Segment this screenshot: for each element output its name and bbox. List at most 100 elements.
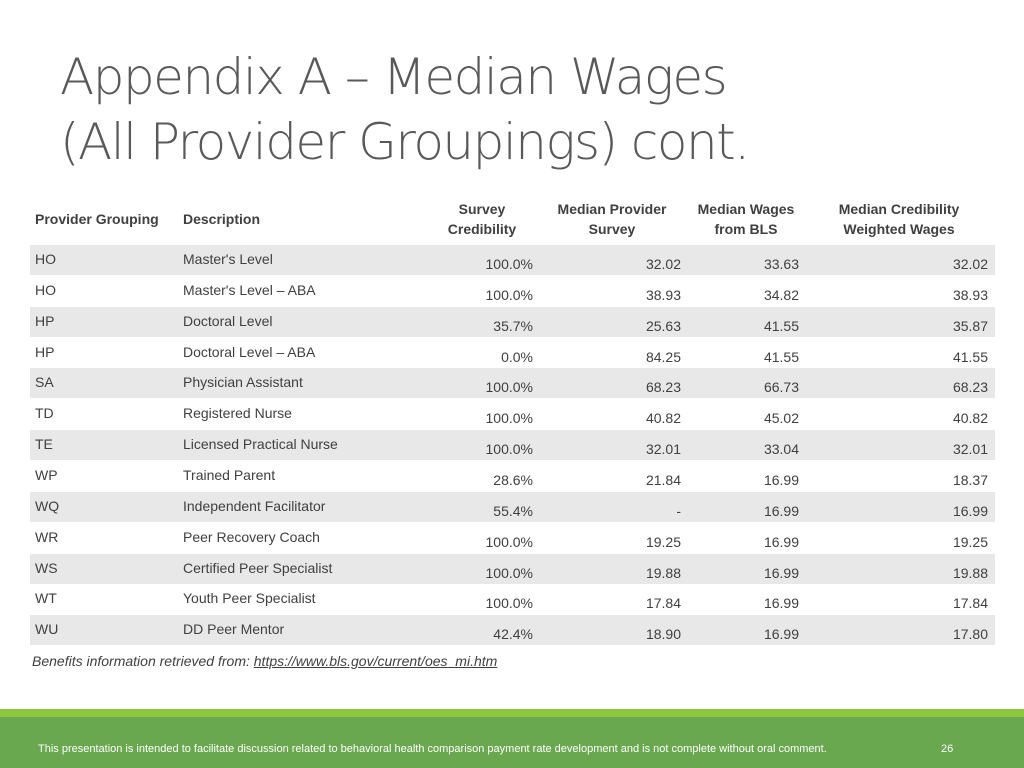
column-header: Description — [183, 211, 261, 227]
table-cell: 35.87 — [952, 317, 988, 334]
table-cell: 42.4% — [493, 626, 533, 643]
footer-strip — [0, 709, 1024, 717]
row-stripe — [30, 615, 995, 646]
table-cell: 40.82 — [952, 410, 988, 427]
table-cell: 18.90 — [645, 626, 681, 643]
table-cell: 19.88 — [645, 564, 681, 581]
table-cell: Youth Peer Specialist — [183, 590, 316, 607]
table-cell: 19.88 — [952, 564, 988, 581]
column-header: Median Credibility — [838, 201, 960, 217]
table-cell: 55.4% — [493, 502, 533, 519]
table-cell: 33.04 — [763, 441, 799, 458]
table-cell: 100.0% — [485, 256, 533, 272]
column-header: Survey — [588, 221, 636, 237]
table-cell: 100.0% — [485, 441, 533, 458]
title-line: Appendix A – Median Wages — [60, 48, 728, 106]
table-cell: 100.0% — [485, 410, 533, 427]
table-cell: 68.23 — [952, 379, 988, 396]
table-cell: WP — [35, 466, 58, 483]
table-cell: Licensed Practical Nurse — [183, 436, 338, 453]
table-cell: 68.23 — [645, 379, 681, 396]
table-cell: Independent Facilitator — [183, 497, 326, 514]
table-cell: TD — [35, 405, 54, 422]
note-link[interactable]: https://www.bls.gov/current/oes_mi.htm — [253, 653, 498, 669]
table-cell: Master's Level – ABA — [183, 281, 316, 298]
table-cell: WR — [35, 528, 59, 545]
table-cell: 16.99 — [763, 626, 799, 643]
table-cell: 17.84 — [952, 595, 988, 612]
table-cell: 100.0% — [485, 379, 533, 396]
note-text: Benefits information retrieved from: — [32, 653, 250, 669]
table-cell: 41.55 — [763, 348, 799, 365]
table-cell: 18.37 — [952, 471, 988, 488]
table-cell: 17.84 — [645, 595, 681, 612]
table-cell: 45.02 — [763, 410, 799, 427]
table-cell: 41.55 — [952, 348, 988, 365]
table-cell: 100.0% — [485, 533, 533, 550]
note: Benefits information retrieved from: htt… — [32, 653, 497, 669]
table-cell: HO — [35, 281, 56, 298]
table-cell: Master's Level — [183, 251, 273, 267]
column-header: Credibility — [447, 221, 517, 237]
table-cell: SA — [35, 374, 54, 391]
table-cell: 16.99 — [763, 502, 799, 519]
column-header: Provider Grouping — [35, 211, 159, 227]
table-cell: Peer Recovery Coach — [183, 528, 320, 545]
table-cell: Doctoral Level — [183, 312, 273, 329]
table-cell: 38.93 — [645, 286, 681, 303]
table-cell: 100.0% — [485, 595, 533, 612]
title-line: (All Provider Groupings) cont. — [60, 113, 750, 171]
row-stripe — [30, 245, 995, 275]
table-cell: 35.7% — [493, 317, 533, 334]
row-stripe — [30, 491, 995, 522]
table-cell: 16.99 — [763, 564, 799, 581]
table-cell: Trained Parent — [183, 466, 276, 483]
table-cell: 21.84 — [645, 471, 681, 488]
table-cell: WS — [35, 559, 58, 576]
table-cell: WQ — [35, 497, 60, 514]
column-header: from BLS — [714, 221, 778, 237]
table-cell: 17.80 — [952, 626, 988, 643]
column-header: Median Wages — [697, 201, 795, 217]
table-cell: 33.63 — [763, 256, 799, 272]
table-cell: 0.0% — [501, 348, 533, 365]
table-cell: 32.01 — [952, 441, 988, 458]
table-cell: - — [676, 502, 681, 519]
table-cell: Doctoral Level – ABA — [183, 343, 316, 360]
table-cell: DD Peer Mentor — [183, 621, 285, 638]
table-cell: Physician Assistant — [183, 374, 303, 391]
table-cell: WT — [35, 590, 57, 607]
table-cell: HO — [35, 251, 56, 267]
table-cell: 16.99 — [763, 471, 799, 488]
table-cell: 32.02 — [952, 256, 988, 272]
column-header: Weighted Wages — [843, 221, 955, 237]
footer-bar — [0, 717, 1024, 768]
table-cell: 100.0% — [485, 286, 533, 303]
table-cell: 66.73 — [763, 379, 799, 396]
table-cell: WU — [35, 621, 59, 638]
table-cell: 19.25 — [645, 533, 681, 550]
table-cell: Registered Nurse — [183, 405, 292, 422]
table-cell: HP — [35, 312, 55, 329]
table-cell: 16.99 — [952, 502, 988, 519]
row-stripe — [30, 368, 995, 399]
row-stripe — [30, 306, 995, 337]
table-cell: 32.02 — [645, 256, 681, 272]
page-number: 26 — [941, 743, 954, 755]
table-cell: 19.25 — [952, 533, 988, 550]
table-cell: 41.55 — [763, 317, 799, 334]
table-cell: 40.82 — [645, 410, 681, 427]
table-cell: HP — [35, 343, 55, 360]
row-stripe — [30, 553, 995, 584]
table-cell: 34.82 — [763, 286, 799, 303]
table-cell: 28.6% — [493, 471, 533, 488]
table-cell: 38.93 — [952, 286, 988, 303]
table-cell: TE — [35, 436, 53, 453]
row-stripe — [30, 430, 995, 461]
table-cell: 25.63 — [645, 317, 681, 334]
table-cell: 100.0% — [485, 564, 533, 581]
table-cell: 84.25 — [645, 348, 681, 365]
column-header: Survey — [458, 201, 506, 217]
table-cell: Certified Peer Specialist — [183, 559, 333, 576]
